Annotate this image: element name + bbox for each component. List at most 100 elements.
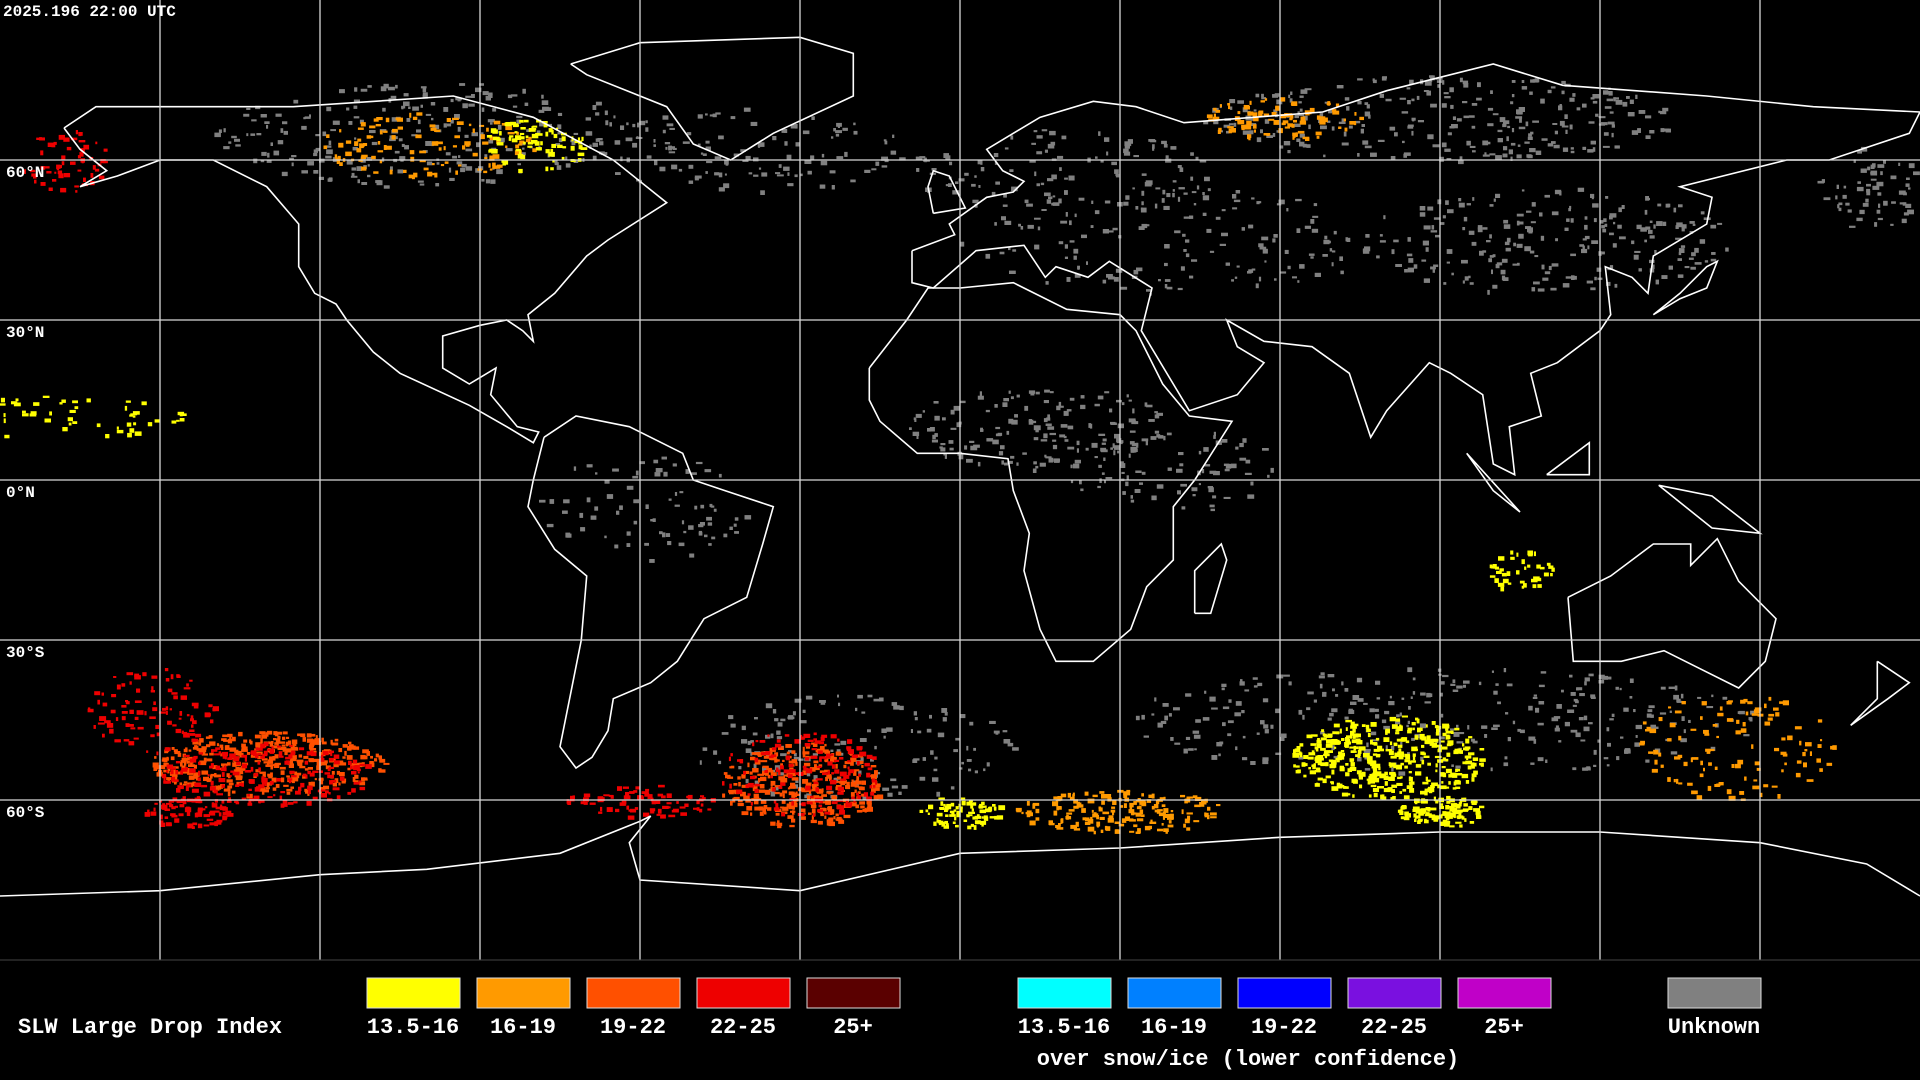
cloud-pixel (573, 466, 577, 471)
cloud-pixel (1435, 769, 1438, 773)
cloud-pixel (549, 499, 555, 504)
cloud-pixel (1551, 141, 1556, 144)
cloud-pixel (1681, 226, 1685, 232)
cloud-pixel (711, 536, 716, 540)
cloud-pixel (3, 413, 6, 418)
cloud-pixel (1213, 471, 1220, 476)
cloud-pixel (781, 718, 784, 721)
cloud-pixel (1361, 771, 1366, 777)
cloud-pixel (1331, 759, 1337, 765)
cloud-pixel (1280, 736, 1285, 741)
cloud-pixel (429, 124, 436, 128)
cloud-pixel (186, 811, 191, 816)
cloud-pixel (531, 133, 539, 139)
cloud-pixel (1101, 449, 1108, 453)
cloud-pixel (971, 183, 976, 187)
cloud-pixel (1570, 729, 1578, 733)
cloud-pixel (809, 767, 816, 772)
cloud-pixel (220, 804, 223, 809)
cloud-pixel (686, 132, 692, 136)
cloud-pixel (1087, 798, 1095, 804)
cloud-pixel (1439, 773, 1446, 777)
cloud-pixel (468, 103, 475, 107)
legend-swatch (1347, 977, 1442, 1009)
cloud-pixel (290, 786, 294, 789)
cloud-pixel (528, 136, 532, 140)
cloud-pixel (835, 130, 842, 134)
cloud-pixel (226, 813, 234, 817)
cloud-pixel (370, 135, 374, 139)
cloud-pixel (1455, 821, 1462, 824)
cloud-pixel (855, 707, 858, 712)
cloud-pixel (1202, 717, 1210, 721)
cloud-pixel (1120, 286, 1128, 290)
cloud-pixel (1115, 268, 1123, 273)
cloud-pixel (789, 767, 794, 771)
cloud-pixel (1112, 443, 1115, 449)
cloud-pixel (1331, 769, 1335, 775)
cloud-pixel (795, 142, 800, 147)
cloud-pixel (1526, 154, 1532, 158)
cloud-pixel (912, 431, 920, 436)
cloud-pixel (1468, 275, 1471, 279)
cloud-pixel (857, 795, 861, 800)
cloud-pixel (760, 752, 766, 755)
cloud-pixel (282, 731, 288, 735)
cloud-pixel (266, 784, 270, 788)
cloud-pixel (788, 763, 794, 768)
cloud-pixel (408, 106, 411, 109)
cloud-pixel (1320, 672, 1325, 676)
cloud-pixel (1307, 691, 1314, 695)
cloud-pixel (1223, 463, 1230, 466)
cloud-pixel (1152, 144, 1155, 149)
cloud-pixel (1658, 752, 1662, 757)
cloud-pixel (861, 711, 866, 714)
cloud-pixel (419, 150, 427, 154)
cloud-pixel (1536, 564, 1541, 569)
cloud-pixel (1264, 119, 1270, 124)
cloud-pixel (864, 807, 867, 813)
cloud-pixel (484, 157, 488, 160)
cloud-pixel (1678, 782, 1683, 785)
cloud-pixel (1726, 718, 1734, 722)
cloud-pixel (704, 534, 708, 538)
cloud-pixel (1451, 124, 1458, 129)
cloud-pixel (606, 807, 613, 812)
cloud-pixel (974, 770, 978, 774)
cloud-pixel (1206, 114, 1213, 119)
cloud-pixel (190, 718, 194, 722)
cloud-pixel (195, 733, 202, 738)
cloud-pixel (1045, 423, 1052, 426)
cloud-pixel (1597, 739, 1601, 743)
cloud-pixel (1445, 768, 1452, 774)
cloud-pixel (700, 795, 705, 798)
cloud-pixel (471, 132, 478, 137)
cloud-pixel (1014, 414, 1018, 418)
cloud-pixel (855, 779, 859, 783)
cloud-pixel (1309, 770, 1316, 775)
cloud-pixel (966, 801, 972, 806)
cloud-pixel (1502, 153, 1508, 158)
cloud-pixel (1252, 124, 1257, 129)
cloud-pixel (1540, 566, 1545, 570)
cloud-pixel (1231, 279, 1234, 282)
cloud-pixel (672, 808, 679, 813)
cloud-pixel (938, 797, 945, 800)
cloud-pixel (479, 124, 485, 127)
cloud-pixel (1070, 824, 1077, 829)
cloud-pixel (238, 731, 243, 737)
cloud-pixel (1340, 750, 1345, 753)
cloud-pixel (705, 113, 708, 116)
cloud-pixel (1174, 742, 1181, 745)
cloud-pixel (779, 792, 783, 797)
cloud-pixel (562, 510, 568, 514)
cloud-pixel (134, 675, 141, 680)
cloud-pixel (1446, 158, 1452, 160)
cloud-pixel (1261, 93, 1264, 98)
cloud-pixel (195, 812, 203, 817)
cloud-pixel (979, 391, 982, 397)
cloud-pixel (293, 99, 299, 104)
cloud-pixel (203, 757, 207, 763)
cloud-pixel (260, 743, 266, 749)
cloud-pixel (1768, 696, 1772, 701)
